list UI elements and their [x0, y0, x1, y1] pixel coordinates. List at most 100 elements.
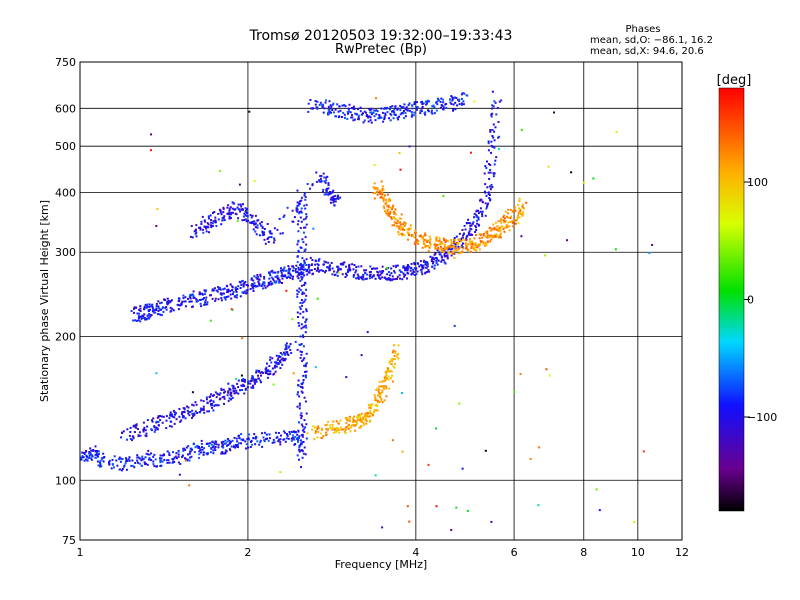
data-point [305, 319, 308, 322]
data-point [388, 387, 391, 390]
data-point [492, 136, 495, 139]
data-point [121, 458, 124, 461]
data-point [263, 231, 265, 234]
data-point [190, 225, 193, 227]
data-point [244, 218, 247, 221]
data-point [247, 380, 250, 383]
data-point [211, 440, 214, 443]
data-point [518, 197, 521, 200]
data-point [360, 265, 363, 268]
data-point [463, 92, 466, 95]
data-point [268, 433, 271, 436]
data-point [214, 449, 217, 451]
data-point [380, 196, 383, 199]
data-point [456, 104, 459, 107]
data-point [267, 370, 270, 373]
data-point [365, 412, 368, 415]
data-point [294, 268, 297, 270]
data-point [231, 201, 234, 204]
data-point [252, 228, 255, 231]
data-point [259, 275, 262, 278]
data-point [369, 265, 372, 268]
data-point [187, 297, 189, 300]
data-point [413, 236, 416, 239]
data-point [263, 277, 266, 280]
data-point [385, 374, 388, 377]
data-point [300, 327, 303, 330]
data-point [360, 113, 363, 116]
data-point [252, 279, 255, 282]
data-point [177, 455, 180, 458]
data-point [230, 213, 232, 216]
data-point [381, 380, 384, 383]
data-point [155, 225, 158, 227]
data-point [454, 108, 457, 111]
data-point [157, 310, 160, 312]
x-tick-label: 4 [412, 546, 419, 559]
data-point [198, 457, 200, 459]
data-point [133, 466, 136, 469]
x-tick-label: 12 [675, 546, 689, 559]
data-point [411, 104, 414, 107]
data-point [90, 449, 93, 452]
data-point [181, 454, 184, 457]
data-point [155, 302, 158, 305]
data-point [287, 265, 290, 268]
data-point [503, 219, 505, 222]
data-point [397, 352, 399, 355]
data-point [592, 177, 595, 180]
data-point [303, 204, 306, 207]
data-point [339, 426, 342, 429]
data-point [220, 223, 223, 226]
data-point [176, 303, 179, 306]
data-point [223, 296, 226, 299]
data-point [368, 406, 371, 409]
data-point [303, 325, 306, 328]
data-point [118, 458, 121, 461]
data-point [165, 415, 168, 418]
data-point [272, 383, 275, 386]
data-point [449, 98, 452, 101]
data-point [287, 346, 290, 349]
data-point [388, 362, 391, 365]
data-point [304, 198, 307, 201]
data-point [462, 234, 465, 237]
data-point [271, 269, 274, 272]
data-point [237, 217, 240, 220]
data-point [240, 205, 243, 208]
data-point [347, 418, 350, 421]
data-point [403, 110, 405, 112]
data-point [244, 281, 247, 283]
data-point [369, 119, 372, 122]
data-point [460, 240, 463, 243]
data-point [379, 277, 382, 280]
data-point [430, 109, 433, 112]
data-point [258, 284, 261, 287]
data-point [406, 505, 409, 508]
data-point [309, 256, 312, 259]
data-point [210, 443, 213, 446]
x-tick-label: 1 [77, 546, 84, 559]
data-point [494, 159, 497, 162]
data-point [373, 182, 376, 185]
data-point [270, 361, 273, 364]
data-point [519, 373, 522, 375]
data-point [102, 456, 105, 459]
data-point [442, 106, 445, 109]
data-point [236, 206, 239, 209]
data-point [195, 403, 198, 406]
data-point [299, 385, 302, 388]
data-point [316, 263, 319, 266]
data-point [414, 229, 417, 232]
data-point [125, 458, 128, 461]
data-point [142, 317, 145, 320]
data-point [297, 440, 299, 443]
data-point [319, 432, 322, 435]
data-point [212, 452, 215, 455]
data-point [473, 247, 475, 250]
data-point [373, 164, 376, 167]
data-point [130, 464, 133, 467]
data-point [467, 243, 470, 246]
data-point [348, 269, 351, 272]
data-point [378, 395, 381, 398]
